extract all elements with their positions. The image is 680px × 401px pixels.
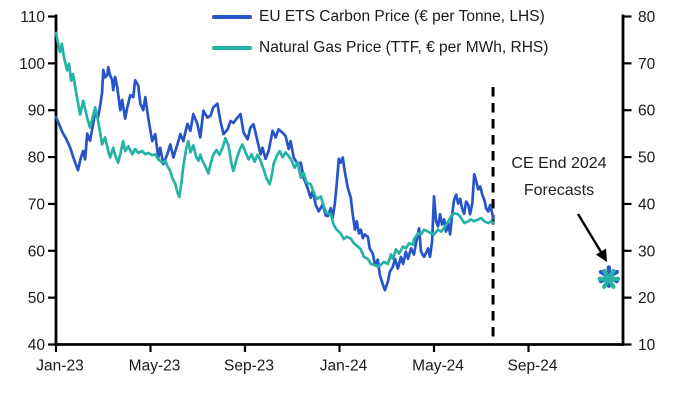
y-axis-right-tick-label: 80 — [638, 9, 656, 26]
y-axis-right-tick-label: 60 — [638, 103, 656, 120]
y-axis-left-tick-label: 100 — [19, 56, 45, 73]
x-axis-tick-label: Sep-23 — [224, 358, 274, 375]
x-axis-tick-label: Jan-24 — [320, 358, 368, 375]
y-axis-left-tick-label: 80 — [28, 150, 46, 167]
legend-label-gas: Natural Gas Price (TTF, € per MWh, RHS) — [259, 39, 549, 56]
legend-item-carbon: EU ETS Carbon Price (€ per Tonne, LHS) — [212, 8, 545, 26]
y-axis-left-tick-label: 40 — [28, 337, 46, 354]
y-axis-right-tick-label: 50 — [638, 150, 656, 167]
y-axis-left-tick-label: 110 — [20, 9, 45, 26]
x-axis-tick-label: May-24 — [412, 358, 464, 375]
forecast-annotation-line2: Forecasts — [523, 182, 595, 199]
x-axis-tick-label: May-23 — [129, 358, 181, 375]
forecast-arrowhead — [595, 248, 607, 262]
forecast-annotation: CE End 2024 Forecasts — [487, 150, 631, 204]
forecast-annotation-line1: CE End 2024 — [511, 155, 607, 172]
y-axis-left-tick-label: 50 — [28, 290, 46, 307]
legend-line-swatch-carbon — [212, 15, 252, 19]
x-axis-tick-label: Jan-23 — [36, 358, 83, 375]
y-axis-right-tick-label: 10 — [638, 337, 656, 354]
y-axis-right-tick-label: 70 — [638, 56, 656, 73]
y-axis-left-tick-label: 70 — [28, 196, 46, 213]
forecast-arrow — [576, 213, 603, 253]
x-axis-tick-label: Sep-24 — [508, 358, 558, 375]
y-axis-left-tick-label: 60 — [28, 243, 46, 260]
legend-line-swatch-gas — [212, 46, 252, 50]
y-axis-right-tick-label: 30 — [638, 243, 656, 260]
y-axis-left-tick-label: 90 — [28, 103, 46, 120]
y-axis-right-tick-label: 20 — [638, 290, 656, 307]
legend-label-carbon: EU ETS Carbon Price (€ per Tonne, LHS) — [259, 8, 545, 25]
forecast-marker-gas — [602, 268, 616, 289]
carbon-price-line — [54, 65, 495, 292]
y-axis-right-tick-label: 40 — [638, 196, 656, 213]
gas-price-line — [54, 31, 495, 269]
legend-item-gas: Natural Gas Price (TTF, € per MWh, RHS) — [212, 39, 548, 57]
